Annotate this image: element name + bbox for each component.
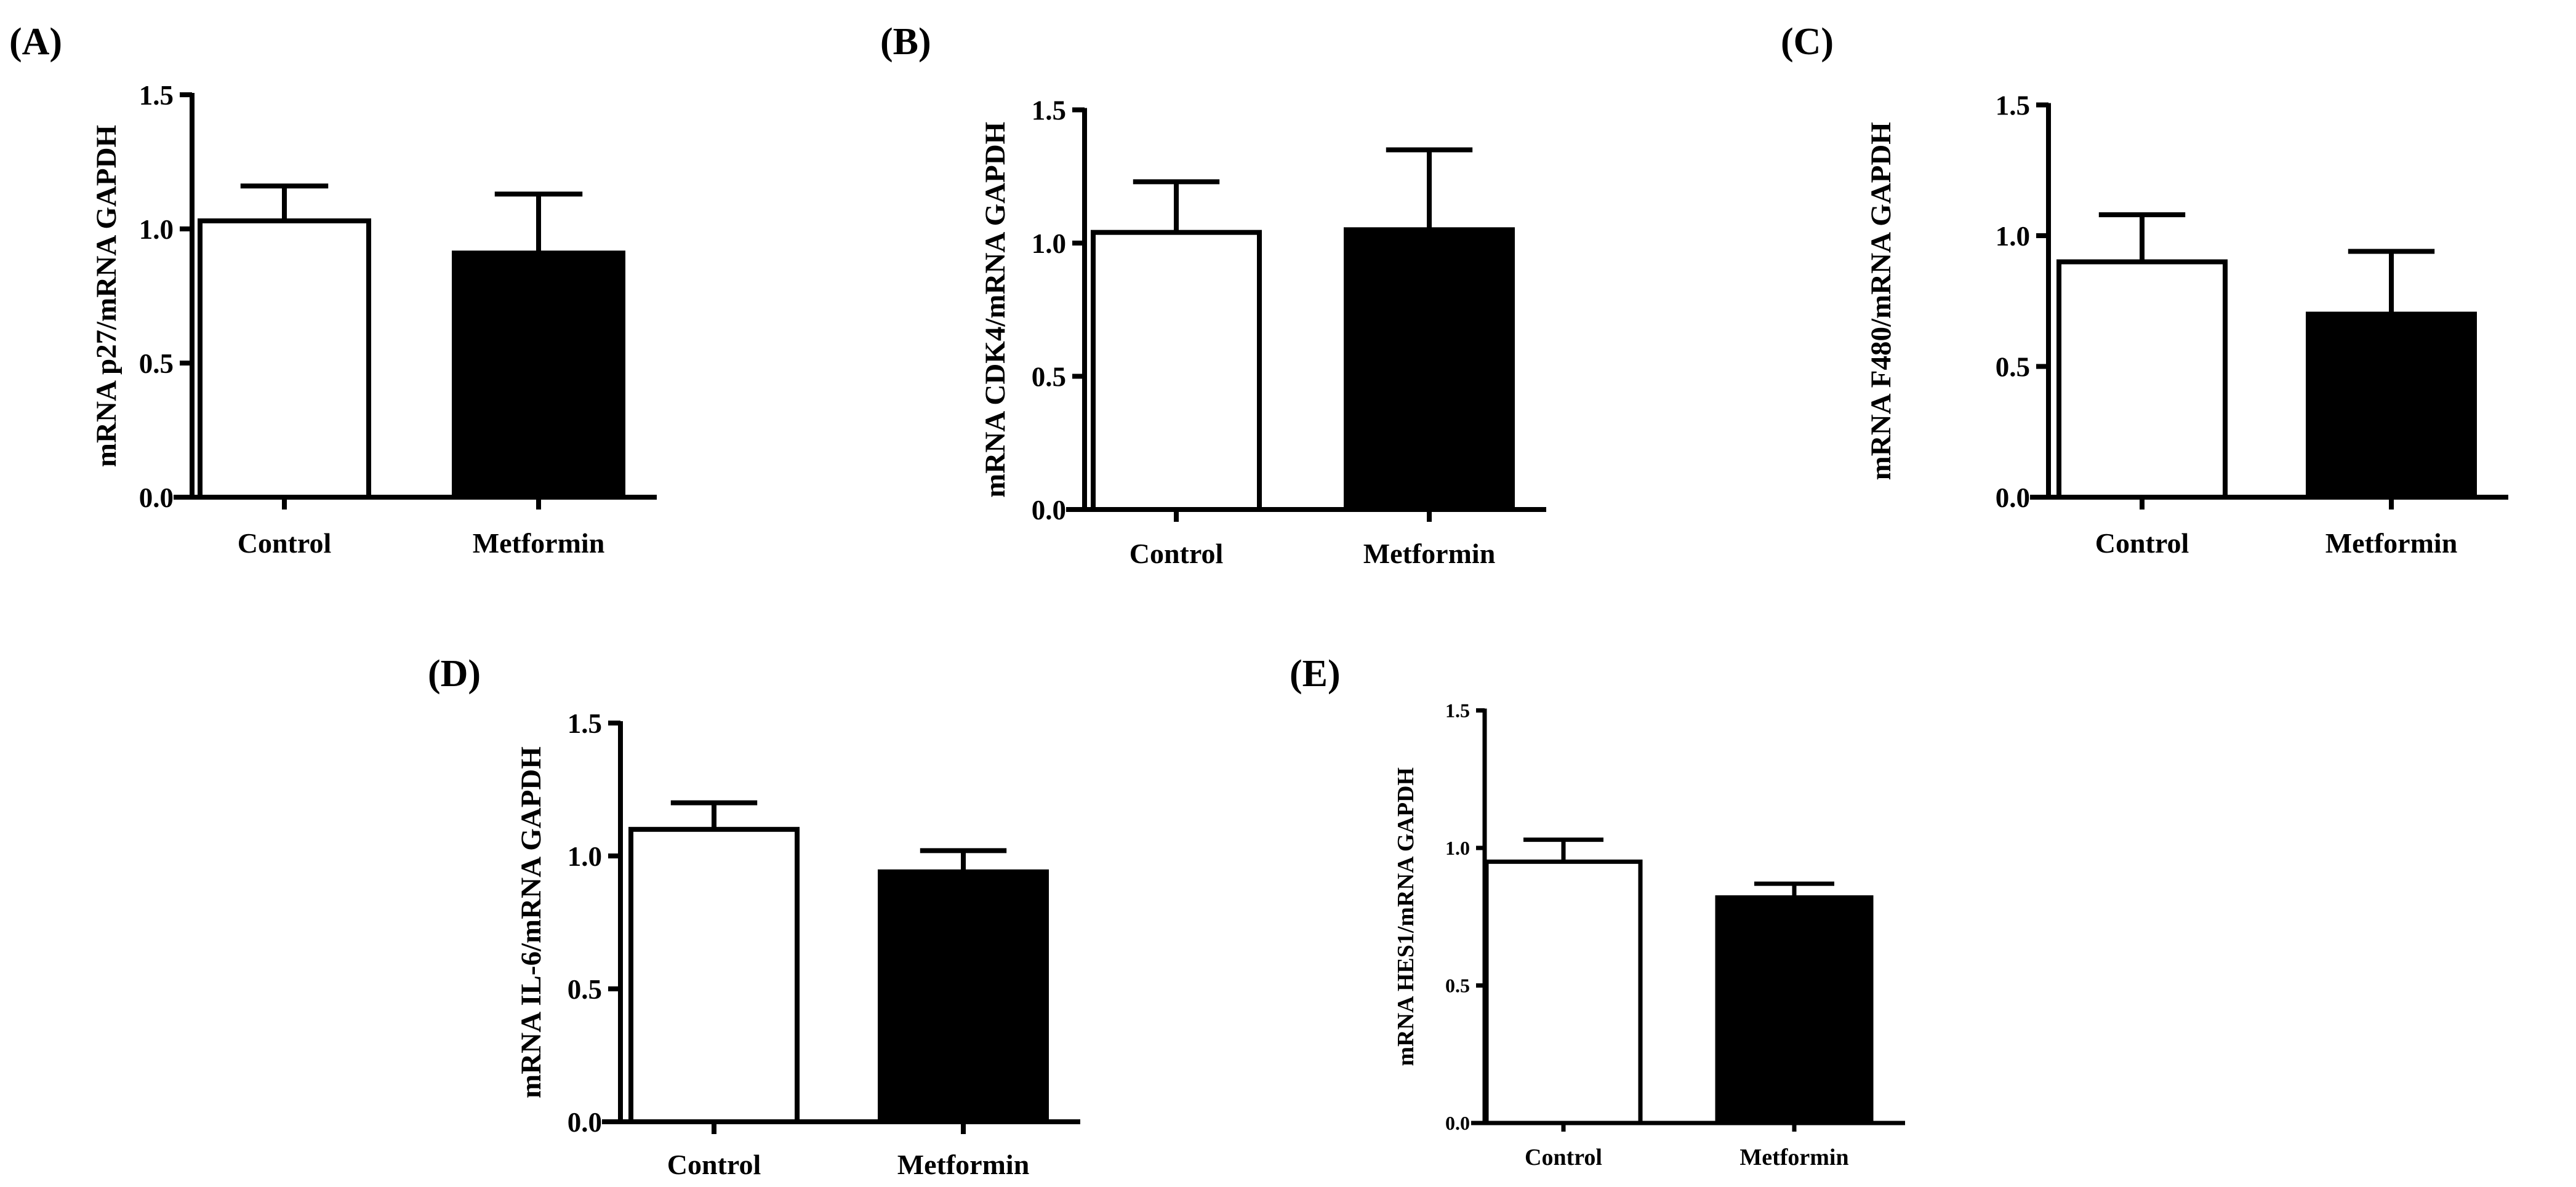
panel-label: (A) <box>9 21 62 63</box>
x-category-label: Metformin <box>2325 527 2458 559</box>
bar-control <box>2056 259 2228 500</box>
y-tick-label: 0.0 <box>1032 495 1066 526</box>
x-category-label: Control <box>1130 538 1224 569</box>
y-tick-label: 1.5 <box>1996 90 2030 121</box>
x-category-label: Control <box>667 1149 761 1180</box>
bar-metformin <box>878 869 1049 1125</box>
x-category-label: Control <box>1525 1145 1602 1170</box>
y-tick-label: 0.0 <box>1445 1112 1470 1134</box>
x-category-label: Control <box>238 527 332 559</box>
x-category-label: Control <box>2095 527 2189 559</box>
y-tick-label: 1.5 <box>139 80 174 111</box>
bar-control <box>628 826 800 1125</box>
y-axis-title: mRNA F480/mRNA GAPDH <box>1865 122 1897 480</box>
y-tick-label: 1.0 <box>139 214 174 245</box>
y-tick-label: 0.5 <box>1032 361 1066 392</box>
y-tick-label: 0.0 <box>568 1107 602 1138</box>
y-tick-label: 1.0 <box>1445 837 1470 859</box>
bar-metformin <box>2306 311 2477 500</box>
y-tick-label: 0.5 <box>139 348 174 379</box>
panel-label: (B) <box>880 21 931 63</box>
y-tick-label: 1.5 <box>1445 700 1470 722</box>
x-category-label: Metformin <box>1739 1145 1848 1170</box>
bar-metformin <box>1344 227 1515 512</box>
x-category-label: Metformin <box>1363 538 1496 569</box>
panel-label: (C) <box>1781 21 1834 63</box>
x-category-label: Metformin <box>897 1149 1030 1180</box>
y-tick-label: 0.0 <box>1996 482 2030 513</box>
bar-control <box>1091 230 1262 512</box>
y-tick-label: 0.5 <box>1445 975 1470 997</box>
panel-label: (E) <box>1290 653 1341 695</box>
y-tick-label: 1.5 <box>568 708 602 739</box>
bar-control <box>198 218 371 500</box>
panel-label: (D) <box>428 653 481 695</box>
chart-panel-a: (A) mRNA p27/mRNA GAPDH 0.0 0.5 1.0 1.5 Contro… <box>9 21 657 559</box>
y-tick-label: 1.0 <box>1996 221 2030 252</box>
y-tick-label: 1.0 <box>568 841 602 872</box>
y-tick-label: 0.5 <box>568 974 602 1005</box>
chart-panel-c: (C) mRNA F480/mRNA GAPDH 0.0 0.5 1.0 1.5 Contr… <box>1781 21 2508 559</box>
bar-metformin <box>452 250 625 500</box>
y-axis-title: mRNA CDK4/mRNA GAPDH <box>979 122 1011 498</box>
y-tick-label: 1.5 <box>1032 95 1066 126</box>
y-axis-title: mRNA HES1/mRNA GAPDH <box>1393 767 1419 1066</box>
x-category-label: Metformin <box>473 527 605 559</box>
y-axis-title: mRNA p27/mRNA GAPDH <box>90 125 122 467</box>
y-tick-label: 0.5 <box>1996 351 2030 382</box>
chart-panel-e: (E) mRNA HES1/mRNA GAPDH 0.0 0.5 1.0 1.5 Contr… <box>1290 653 1905 1170</box>
y-tick-label: 0.0 <box>139 482 174 513</box>
y-tick-label: 1.0 <box>1032 228 1066 259</box>
chart-panel-b: (B) mRNA CDK4/mRNA GAPDH 0.0 0.5 1.0 1.5 Contr… <box>880 21 1546 569</box>
chart-panel-d: (D) mRNA IL-6/mRNA GAPDH 0.0 0.5 1.0 1.5 Contr… <box>428 653 1080 1180</box>
bar-metformin <box>1715 895 1874 1125</box>
bar-control <box>1484 859 1643 1125</box>
y-axis-title: mRNA IL-6/mRNA GAPDH <box>515 746 547 1098</box>
